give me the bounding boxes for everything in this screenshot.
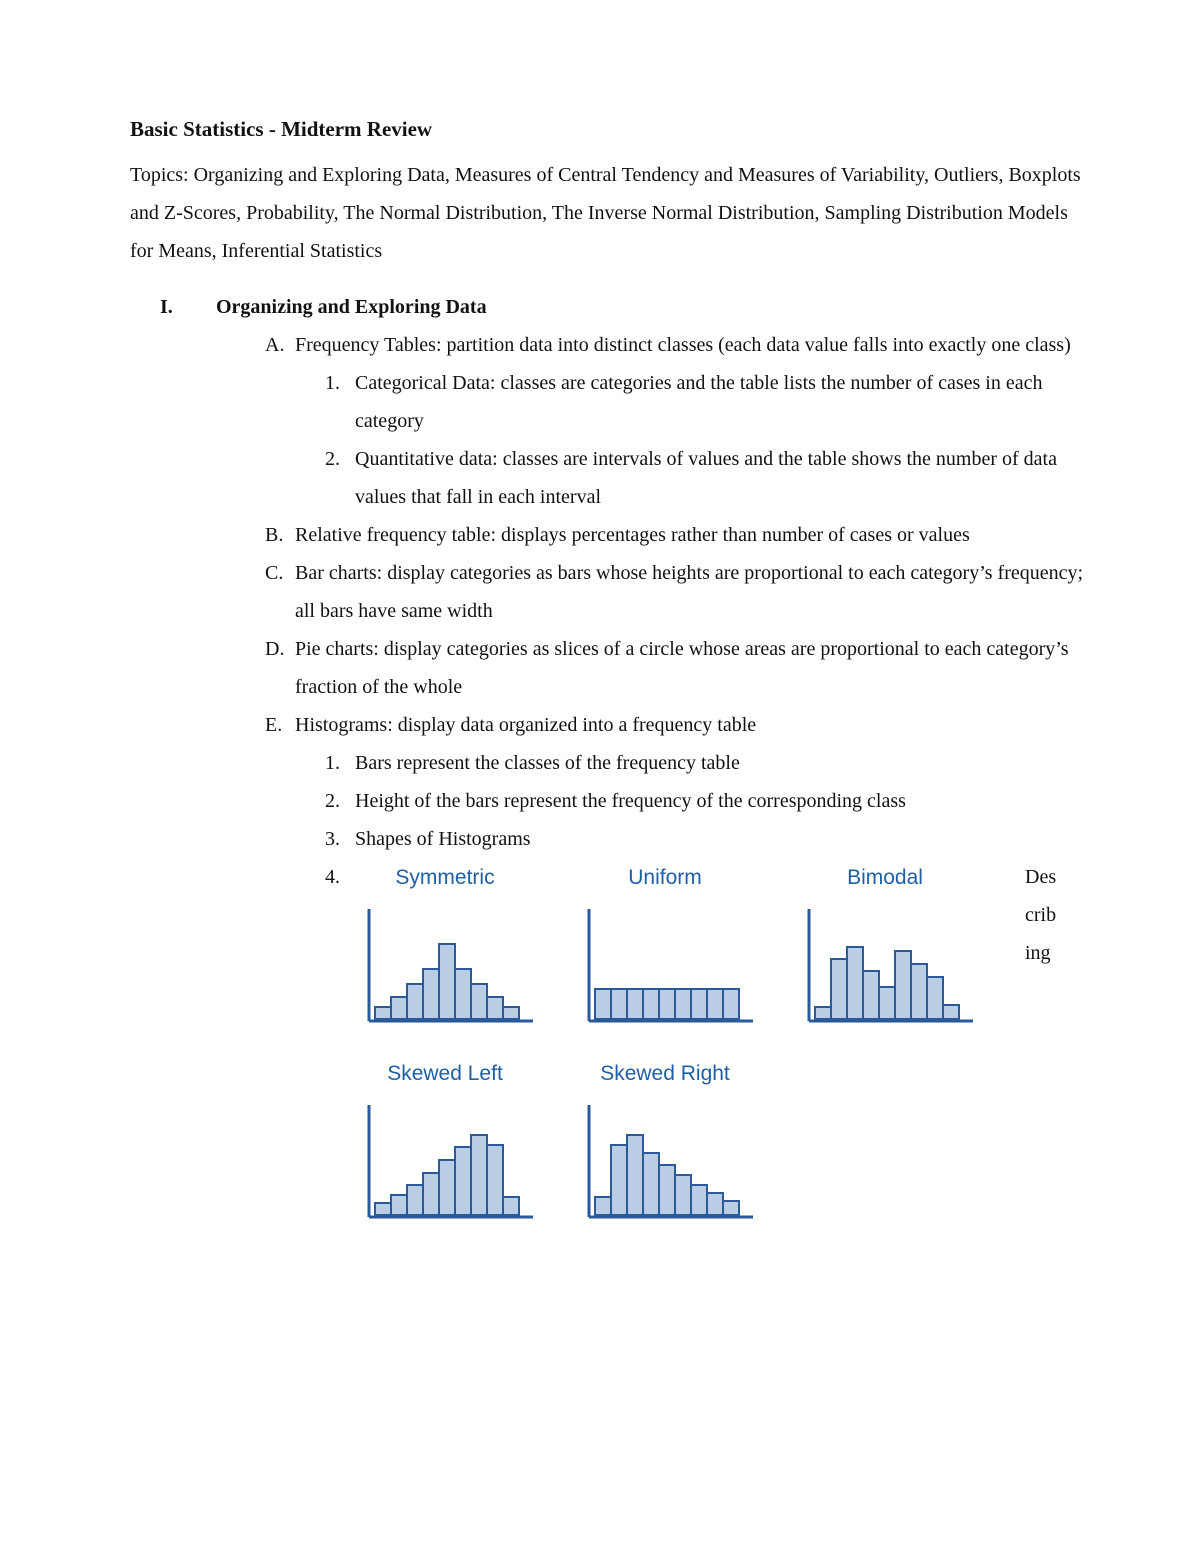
side-describing-text: Des crib ing [1025,858,1065,1024]
chart-skewed-left: Skewed Left [355,1054,535,1220]
chart-bimodal-title: Bimodal [847,858,923,898]
chart-skewed-left-svg [355,1100,535,1220]
chart-uniform: Uniform [575,858,755,1024]
item-A1-text: Categorical Data: classes are categories… [355,364,1085,440]
item-D-text: Pie charts: display categories as slices… [295,630,1085,706]
side-text-l2: crib [1025,896,1065,934]
chart-skewed-right-title: Skewed Right [600,1054,730,1094]
chart-skewed-right: Skewed Right [575,1054,755,1220]
chart-skewed-right-svg [575,1100,755,1220]
chart-bimodal: Bimodal [795,858,975,1024]
item-B-letter: B. [265,516,295,554]
item-E4-num: 4. [325,858,355,896]
item-B-text: Relative frequency table: displays perce… [295,516,1085,554]
item-E2-num: 2. [325,782,355,820]
topics-text: Topics: Organizing and Exploring Data, M… [130,156,1085,270]
section-heading: Organizing and Exploring Data [216,288,487,326]
chart-uniform-svg [575,904,755,1024]
side-text-l3: ing [1025,934,1065,972]
item-C-text: Bar charts: display categories as bars w… [295,554,1085,630]
item-E3-text: Shapes of Histograms [355,820,1085,858]
item-D-letter: D. [265,630,295,706]
side-text-l1: Des [1025,858,1065,896]
chart-symmetric-title: Symmetric [395,858,494,898]
item-E1-text: Bars represent the classes of the freque… [355,744,1085,782]
item-E1-num: 1. [325,744,355,782]
chart-uniform-title: Uniform [628,858,702,898]
item-E-letter: E. [265,706,295,744]
chart-symmetric: Symmetric [355,858,535,1024]
chart-symmetric-svg [355,904,535,1024]
item-A2-text: Quantitative data: classes are intervals… [355,440,1085,516]
item-C-letter: C. [265,554,295,630]
item-A-letter: A. [265,326,295,364]
item-E-text: Histograms: display data organized into … [295,706,1085,744]
item-A2-num: 2. [325,440,355,516]
item-E3-num: 3. [325,820,355,858]
section-roman: I. [160,288,216,326]
page-title: Basic Statistics - Midterm Review [130,110,1085,150]
item-A-text: Frequency Tables: partition data into di… [295,326,1085,364]
chart-bimodal-svg [795,904,975,1024]
chart-skewed-left-title: Skewed Left [387,1054,503,1094]
item-E2-text: Height of the bars represent the frequen… [355,782,1085,820]
item-A1-num: 1. [325,364,355,440]
